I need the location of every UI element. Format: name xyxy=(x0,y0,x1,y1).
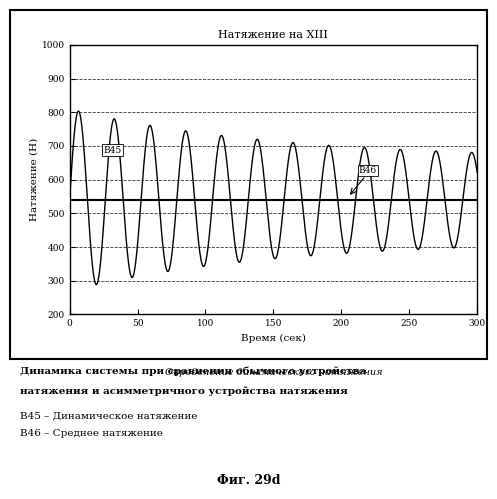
Text: B46: B46 xyxy=(359,166,377,175)
X-axis label: Время (сек): Время (сек) xyxy=(241,334,306,343)
Text: B45 – Динамическое натяжение: B45 – Динамическое натяжение xyxy=(20,412,197,421)
Y-axis label: Натяжение (Н): Натяжение (Н) xyxy=(30,138,39,221)
Title: Натяжение на XIII: Натяжение на XIII xyxy=(218,30,329,40)
Text: Динамика системы при сравнении обычного устройства: Динамика системы при сравнении обычного … xyxy=(20,367,366,376)
Text: B45: B45 xyxy=(103,146,122,155)
Text: натяжения и асимметричного устройства натяжения: натяжения и асимметричного устройства на… xyxy=(20,387,347,396)
Text: B46 – Среднее натяжение: B46 – Среднее натяжение xyxy=(20,429,163,438)
Text: Определение динамического натяжения: Определение динамического натяжения xyxy=(165,368,382,377)
Text: Фиг. 29d: Фиг. 29d xyxy=(217,474,280,487)
